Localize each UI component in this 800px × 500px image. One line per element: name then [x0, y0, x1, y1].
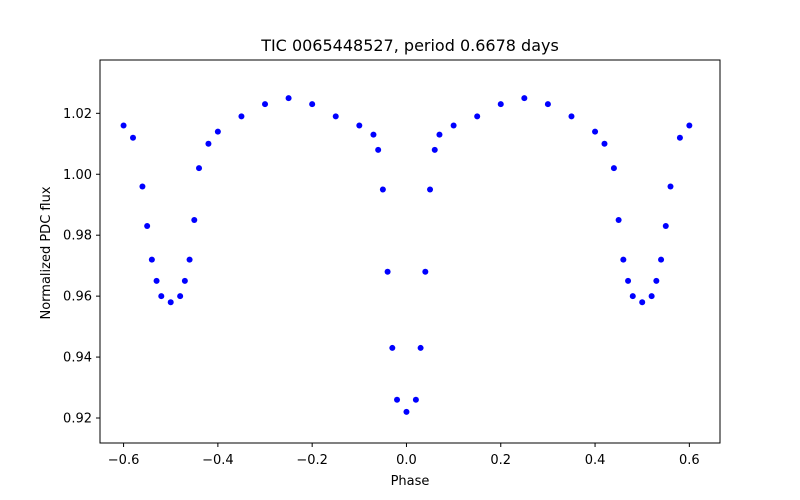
data-point	[658, 256, 665, 263]
x-axis-label: Phase	[391, 474, 430, 489]
data-point	[153, 277, 160, 284]
data-point	[158, 293, 165, 300]
data-point	[167, 299, 174, 306]
data-point	[148, 256, 155, 263]
data-point	[379, 186, 386, 193]
y-tick-label: 0.96	[63, 290, 92, 305]
y-tick-label: 0.94	[63, 351, 92, 366]
data-point	[205, 140, 212, 147]
data-point	[610, 165, 617, 172]
data-point	[120, 122, 127, 129]
data-point	[615, 216, 622, 223]
data-point	[285, 95, 292, 102]
data-point	[625, 277, 632, 284]
data-point	[403, 408, 410, 415]
data-point	[544, 101, 551, 108]
data-point	[412, 396, 419, 403]
chart-title: TIC 0065448527, period 0.6678 days	[260, 36, 559, 55]
data-point	[262, 101, 269, 108]
data-point	[422, 268, 429, 275]
data-point	[384, 268, 391, 275]
data-point	[521, 95, 528, 102]
data-point	[601, 140, 608, 147]
data-point	[620, 256, 627, 263]
y-tick-label: 1.02	[63, 107, 92, 122]
x-tick-label: −0.2	[296, 453, 328, 468]
data-point	[427, 186, 434, 193]
data-point	[130, 134, 137, 141]
data-point	[389, 344, 396, 351]
data-point	[497, 101, 504, 108]
data-point	[648, 293, 655, 300]
x-tick-label: 0.6	[679, 453, 700, 468]
data-point	[186, 256, 193, 263]
data-point	[214, 128, 221, 135]
data-point	[144, 223, 151, 230]
y-tick-label: 1.00	[63, 168, 92, 183]
data-point	[450, 122, 457, 129]
x-tick-label: 0.4	[585, 453, 606, 468]
data-point	[667, 183, 674, 190]
data-point	[686, 122, 693, 129]
data-point	[196, 165, 203, 172]
data-point	[568, 113, 575, 120]
x-tick-label: −0.4	[202, 453, 234, 468]
y-axis-ticks: 0.92 0.94 0.96 0.98 1.00 1.02	[63, 107, 100, 427]
x-tick-label: 0.2	[490, 453, 511, 468]
data-point	[436, 131, 443, 138]
data-point	[139, 183, 146, 190]
data-point	[629, 293, 636, 300]
data-point	[417, 344, 424, 351]
data-point	[181, 277, 188, 284]
x-axis-ticks: −0.6 −0.4 −0.2 0.0 0.2 0.4 0.6	[108, 443, 700, 468]
data-point	[639, 299, 646, 306]
data-point	[238, 113, 245, 120]
data-point	[662, 223, 669, 230]
plot-frame	[99, 59, 721, 444]
data-point	[474, 113, 481, 120]
data-point	[177, 293, 184, 300]
data-point	[191, 216, 198, 223]
data-point	[431, 146, 438, 153]
data-point	[653, 277, 660, 284]
data-point	[309, 101, 316, 108]
data-point	[356, 122, 363, 129]
y-tick-label: 0.92	[63, 412, 92, 427]
data-point	[370, 131, 377, 138]
x-tick-label: −0.6	[108, 453, 140, 468]
data-point	[676, 134, 683, 141]
data-point	[332, 113, 339, 120]
data-point	[592, 128, 599, 135]
y-axis-label: Normalized PDC flux	[39, 186, 54, 319]
data-point	[394, 396, 401, 403]
data-point	[375, 146, 382, 153]
x-tick-label: 0.0	[396, 453, 417, 468]
y-tick-label: 0.98	[63, 229, 92, 244]
data-points	[120, 95, 693, 415]
